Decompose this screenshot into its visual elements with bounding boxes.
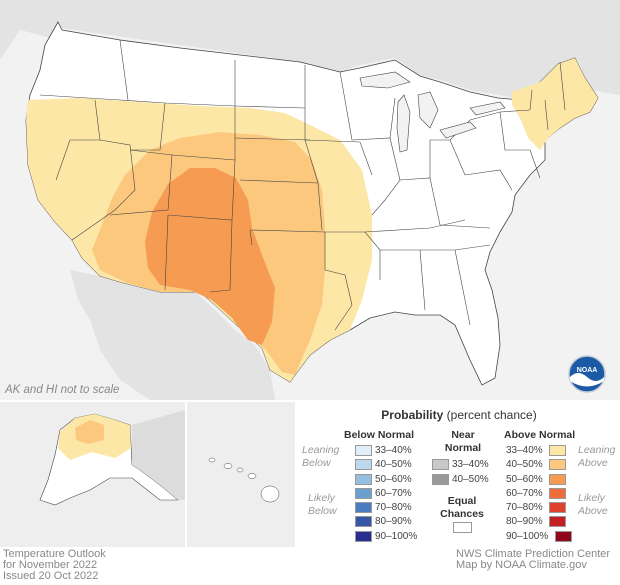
canada-near-alaska [132, 410, 185, 500]
equal-line2: Chances [440, 508, 484, 520]
likely-above-line1: Likely [578, 492, 605, 504]
legend-title: Probability (percent chance) [298, 408, 620, 422]
above-row-5: 70–80% [506, 502, 569, 513]
below-range-5: 70–80% [375, 502, 412, 513]
above-row-1: 33–40% [506, 445, 569, 456]
above-range-4: 60–70% [506, 488, 543, 499]
near-heading-line2: Normal [444, 442, 482, 454]
above-range-2: 40–50% [506, 459, 543, 470]
below-range-3: 50–60% [375, 474, 412, 485]
near-range-2: 40–50% [452, 474, 489, 485]
legend: Probability (percent chance) Below Norma… [298, 402, 620, 549]
above-row-3: 50–60% [506, 474, 569, 485]
great-lakes [359, 71, 506, 153]
near-range-1: 33–40% [452, 459, 489, 470]
above-row-2: 40–50% [506, 459, 569, 470]
near-row-1: 33–40% [432, 459, 489, 470]
above-range-1: 33–40% [506, 445, 543, 456]
below-row-1: 33–40% [355, 445, 412, 456]
likely-above-label: Likely Above [578, 492, 608, 518]
leaning-below-line1: Leaning [302, 444, 340, 456]
above-range-7: 90–100% [506, 531, 549, 542]
hawaii-inset [187, 402, 295, 547]
above-range-6: 80–90% [506, 516, 543, 527]
above-33-40-northeast [512, 58, 598, 150]
below-range-2: 40–50% [375, 459, 412, 470]
likely-below-label: Likely Below [308, 492, 337, 518]
credit-cpc: NWS Climate Prediction Center [456, 548, 611, 560]
alaska-above-40-50 [75, 420, 104, 444]
credit-climate-gov: Map by NOAA Climate.gov [456, 559, 587, 571]
above-normal-heading: Above Normal [504, 429, 576, 441]
noaa-logo: NOAA [568, 355, 606, 393]
canada-land [0, 0, 620, 100]
below-range-7: 90–100% [375, 531, 418, 542]
leaning-above-line2: Above [578, 457, 608, 469]
above-range-3: 50–60% [506, 474, 543, 485]
below-row-4: 60–70% [355, 488, 412, 499]
outlook-period: for November 2022 [3, 559, 98, 571]
near-heading-line1: Near [451, 429, 475, 441]
equal-chances-label: Equal Chances [436, 495, 488, 521]
equal-swatch [453, 522, 472, 533]
mexico-land [70, 270, 275, 400]
below-range-6: 80–90% [375, 516, 412, 527]
above-row-6: 80–90% [506, 516, 569, 527]
footer-right: NWS Climate Prediction Center Map by NOA… [456, 549, 616, 571]
below-range-4: 60–70% [375, 488, 412, 499]
near-normal-heading: Near Normal [439, 429, 487, 455]
issued-date: Issued 20 Oct 2022 [3, 570, 99, 582]
hawaii-islands [208, 457, 280, 503]
below-row-2: 40–50% [355, 459, 412, 470]
likely-above-line2: Above [578, 505, 608, 517]
equal-line1: Equal [447, 495, 477, 507]
below-row-7: 90–100% [355, 531, 417, 542]
below-normal-heading: Below Normal [344, 429, 415, 441]
likely-below-line1: Likely [308, 492, 335, 504]
leaning-below-label: Leaning Below [302, 444, 339, 470]
leaning-above-line1: Leaning [578, 444, 616, 456]
equal-swatch-row [453, 522, 475, 533]
leaning-above-label: Leaning Above [578, 444, 615, 470]
outlook-title: Temperature Outlook [3, 548, 106, 560]
below-range-1: 33–40% [375, 445, 412, 456]
scale-note: AK and HI not to scale [5, 384, 120, 396]
below-row-3: 50–60% [355, 474, 412, 485]
above-row-4: 60–70% [506, 488, 569, 499]
leaning-below-line2: Below [302, 457, 331, 469]
footer-left: Temperature Outlook for November 2022 Is… [3, 549, 106, 582]
state-boundaries [39, 39, 566, 331]
above-range-5: 70–80% [506, 502, 543, 513]
likely-below-line2: Below [308, 505, 337, 517]
above-row-7: 90–100% [506, 531, 575, 542]
above-50-60-core [145, 168, 275, 345]
legend-title-rest: (percent chance) [446, 408, 537, 422]
near-row-2: 40–50% [432, 474, 489, 485]
noaa-logo-text: NOAA [577, 367, 598, 374]
legend-title-bold: Probability [381, 408, 444, 422]
below-row-5: 70–80% [355, 502, 412, 513]
below-row-6: 80–90% [355, 516, 412, 527]
